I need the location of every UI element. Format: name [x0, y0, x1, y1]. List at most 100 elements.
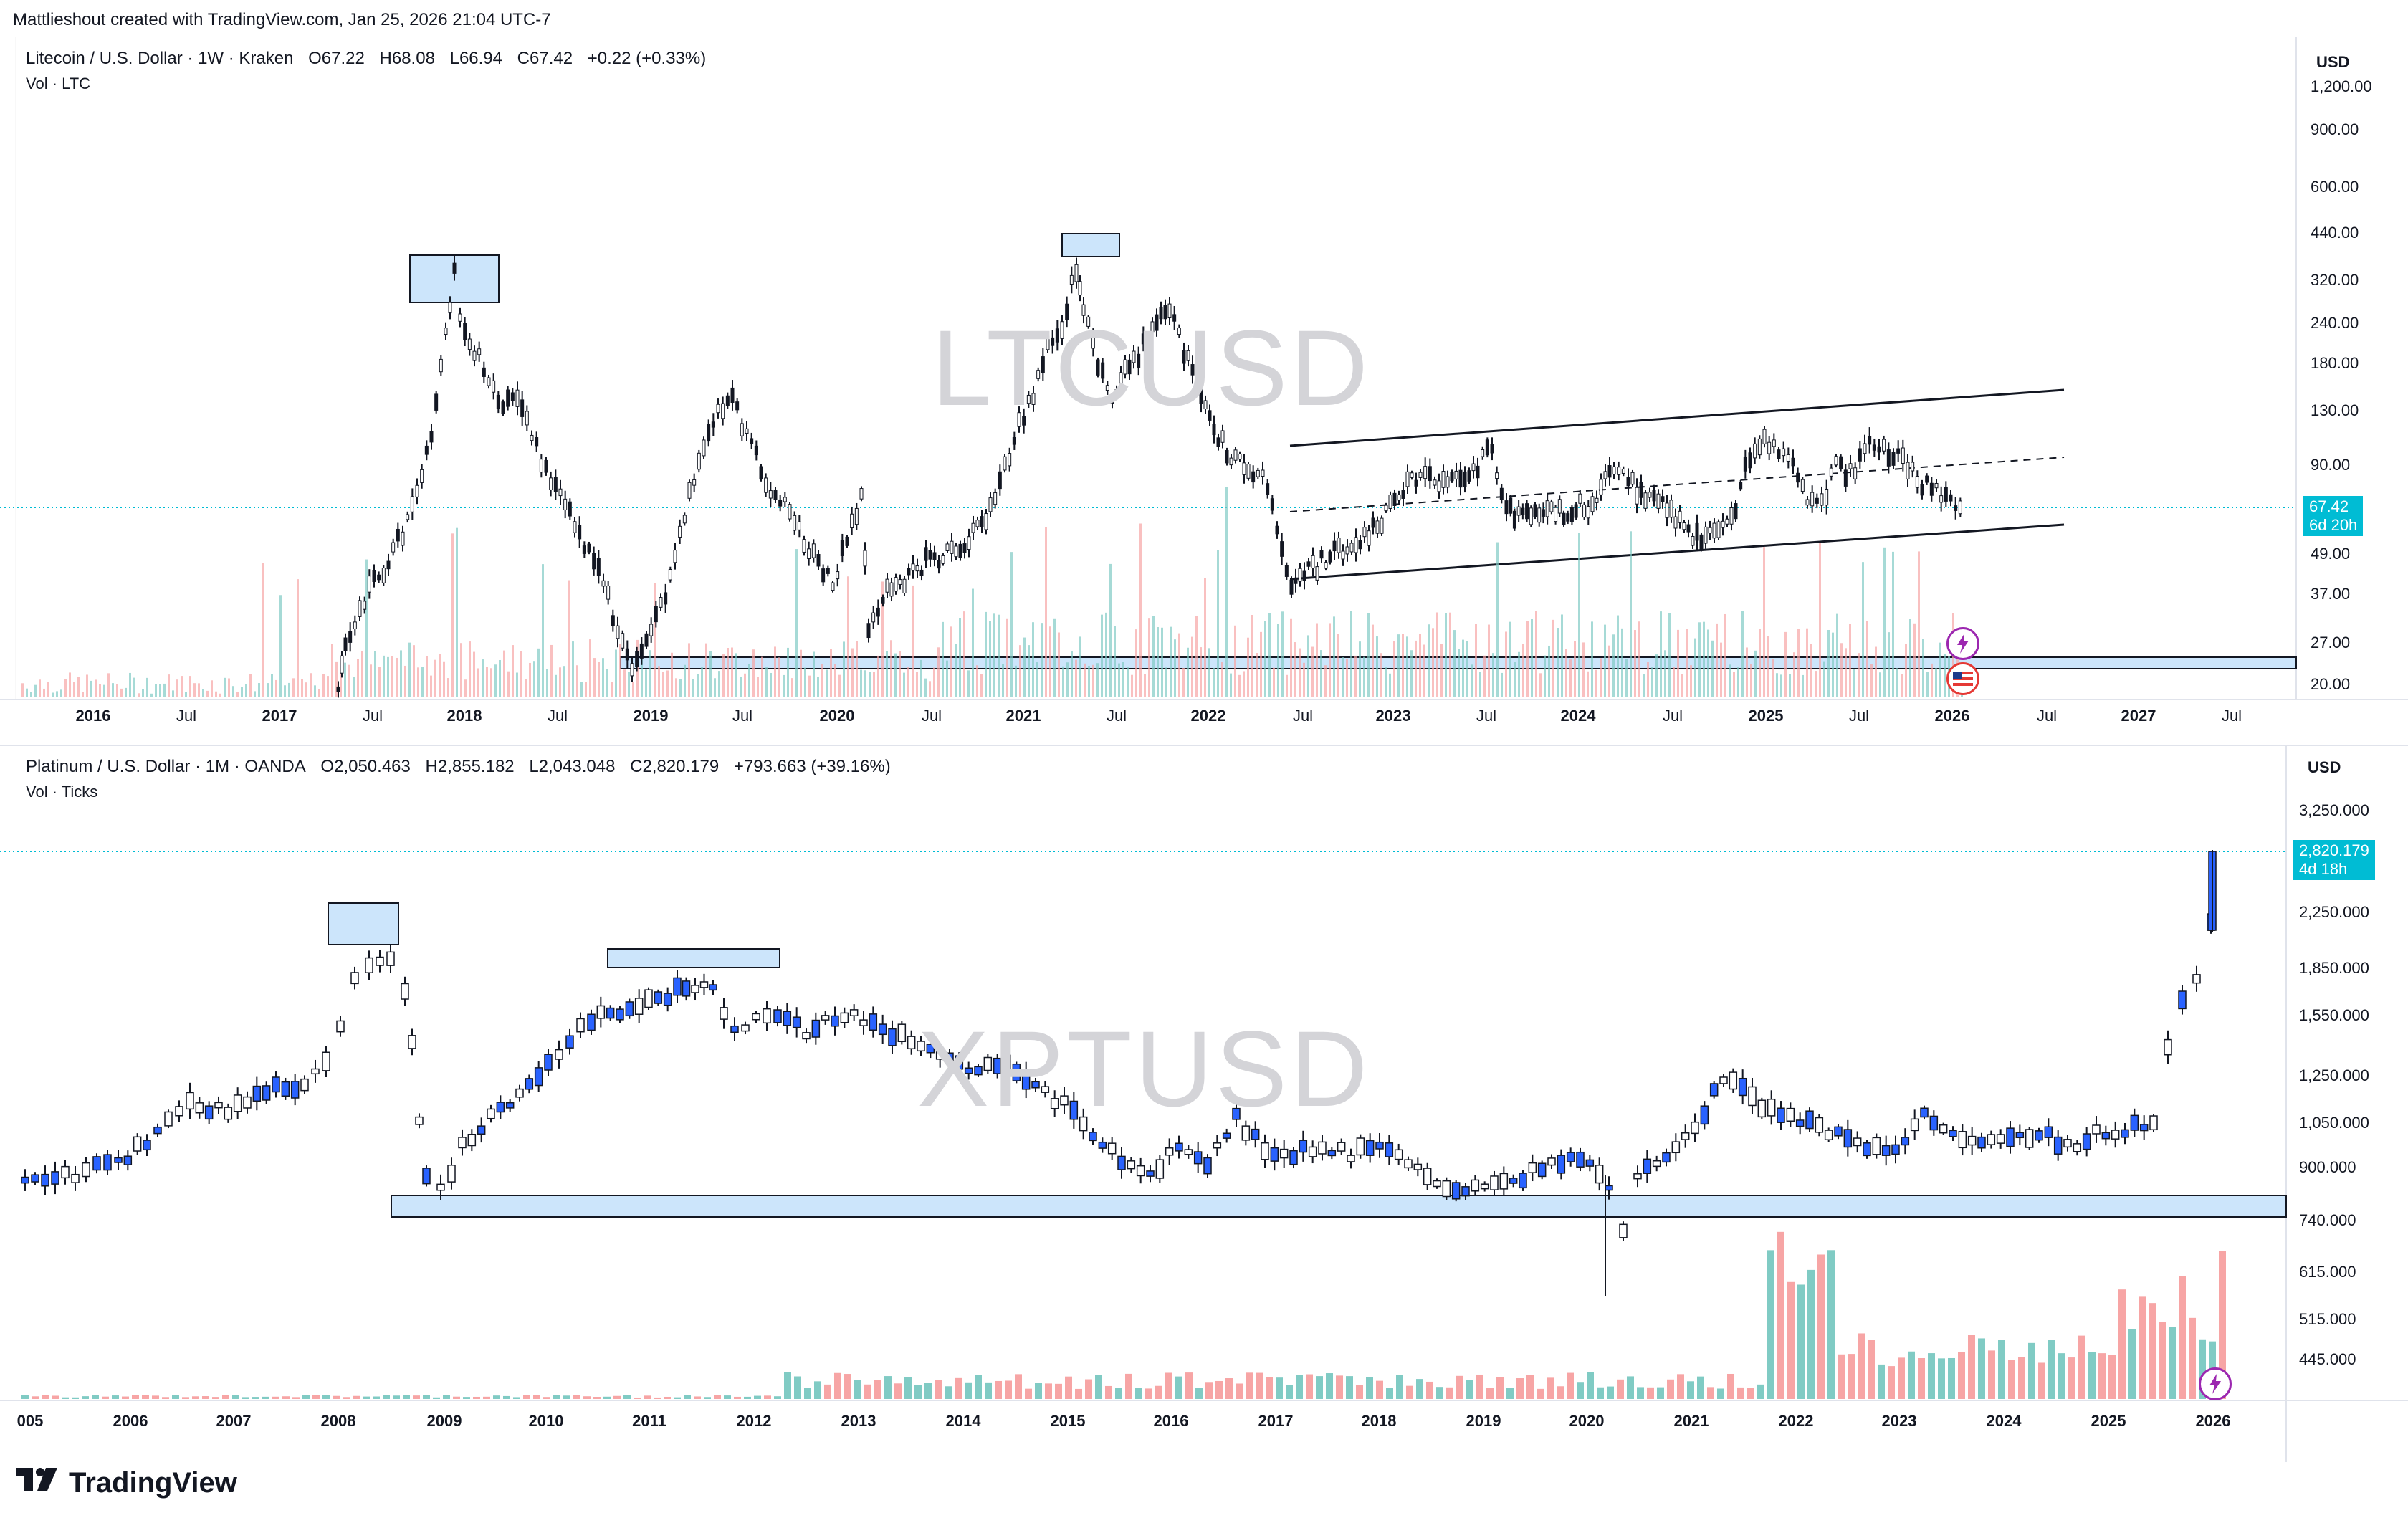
candle-body [372, 570, 376, 582]
candle-body [773, 490, 778, 500]
candle-body [549, 477, 553, 490]
candle-body [1673, 516, 1678, 529]
ltc-price-plot[interactable] [0, 37, 2408, 744]
volume-bar [632, 682, 634, 697]
currency-label[interactable]: USD [2308, 758, 2341, 776]
candle-body [836, 571, 840, 580]
volume-bar [787, 647, 789, 697]
volume-bar [662, 672, 664, 697]
tradingview-footer[interactable]: TradingView [16, 1466, 237, 1499]
volume-bar [42, 1395, 49, 1399]
time-tick-label: 2012 [736, 1412, 772, 1430]
price-tick-label: 1,850.000 [2299, 959, 2369, 977]
volume-bar [150, 693, 153, 697]
volume-bar [1475, 624, 1477, 697]
volume-bar [34, 684, 37, 697]
candle-body [573, 521, 577, 533]
candle-body [463, 323, 467, 340]
volume-bar [242, 1397, 249, 1399]
volume-bar [1453, 630, 1456, 697]
lightning-icon[interactable] [2199, 1367, 2232, 1400]
volume-bar [533, 1395, 540, 1399]
price-tick-label: 740.000 [2299, 1211, 2356, 1229]
candle-body [1949, 1130, 1957, 1137]
candle-body [1635, 487, 1639, 505]
candle-body [1537, 1162, 1547, 1178]
volume-bar [254, 691, 256, 697]
volume-bar [1660, 611, 1662, 697]
volume-bar [421, 667, 424, 697]
volume-bar [1286, 1385, 1293, 1399]
volume-bar [1509, 621, 1511, 697]
candle-body [1485, 439, 1489, 456]
volume-bar [585, 682, 587, 697]
volume-bar [2199, 1339, 2206, 1399]
volume-bar [744, 1396, 751, 1399]
volume-bar [142, 1395, 149, 1399]
candle-body [1141, 333, 1145, 345]
legend-close: C2,820.179 [630, 757, 720, 776]
volume-bar [1802, 674, 1804, 697]
volume-bar [1651, 667, 1653, 697]
volume-bar [1273, 667, 1275, 697]
last-price-value: 67.42 [2309, 497, 2349, 515]
currency-label[interactable]: USD [2316, 53, 2350, 71]
candle-body [821, 1015, 830, 1021]
candle-body [1877, 446, 1881, 453]
candle-body [635, 651, 639, 667]
candle-body [1463, 471, 1467, 487]
time-tick-label: 2017 [262, 707, 297, 725]
candle-body [673, 550, 677, 563]
candle-body [340, 655, 344, 674]
volume-bar [1931, 663, 1933, 697]
candle-body [975, 520, 980, 527]
candle-body [1410, 472, 1414, 478]
candle-body [2063, 1139, 2072, 1148]
volume-legend[interactable]: Vol · LTC [26, 75, 91, 92]
volume-bar [814, 1381, 821, 1399]
candle-body [793, 515, 797, 531]
candle-body [1397, 494, 1401, 501]
candle-body [1868, 436, 1872, 445]
volume-bar [340, 668, 342, 697]
us-flag-icon[interactable] [1946, 662, 1979, 695]
volume-bar [1372, 624, 1374, 697]
volume-bar [1935, 668, 1937, 697]
xpt-chart-pane[interactable]: XPTUSD Platinum / U.S. Dollar · 1M · OAN… [0, 745, 2408, 1462]
volume-bar [2159, 1322, 2166, 1399]
volume-bar [563, 1395, 570, 1399]
volume-bar [950, 626, 952, 697]
symbol-watermark: XPTUSD [917, 1008, 1371, 1129]
candle-body [1467, 470, 1471, 482]
legend-symbol[interactable]: Platinum / U.S. Dollar · 1M · OANDA [26, 757, 306, 776]
candle-body [885, 578, 889, 593]
candle-body [711, 421, 715, 428]
lightning-icon[interactable] [1946, 627, 1979, 660]
volume-bar [267, 683, 269, 697]
volume-bar [232, 686, 234, 697]
candle-body [2053, 1136, 2063, 1155]
candle-body [1031, 393, 1036, 405]
xpt-price-plot[interactable] [0, 745, 2408, 1462]
volume-bar [413, 645, 415, 697]
candle-body [1554, 507, 1558, 522]
volume-bar [1462, 639, 1464, 697]
candle-body [1222, 1132, 1231, 1139]
volume-bar [1776, 673, 1778, 697]
volume-bar [361, 651, 363, 697]
candle-body [386, 951, 395, 966]
volume-bar [989, 621, 991, 697]
ltc-chart-pane[interactable]: LTCUSD Litecoin / U.S. Dollar · 1W · Kra… [0, 37, 2408, 744]
volume-bar [69, 672, 71, 697]
legend-symbol[interactable]: Litecoin / U.S. Dollar · 1W · Kraken [26, 49, 294, 68]
volume-bar [1105, 612, 1107, 697]
candle-body [854, 507, 859, 525]
volume-bar [1329, 623, 1331, 697]
candle-body [1471, 463, 1476, 472]
candle-body [1853, 467, 1858, 479]
volume-bar [1552, 619, 1554, 697]
volume-legend[interactable]: Vol · Ticks [26, 783, 98, 801]
candle-body [616, 625, 620, 639]
candle-body [1401, 490, 1405, 499]
candle-body [1528, 1162, 1537, 1173]
